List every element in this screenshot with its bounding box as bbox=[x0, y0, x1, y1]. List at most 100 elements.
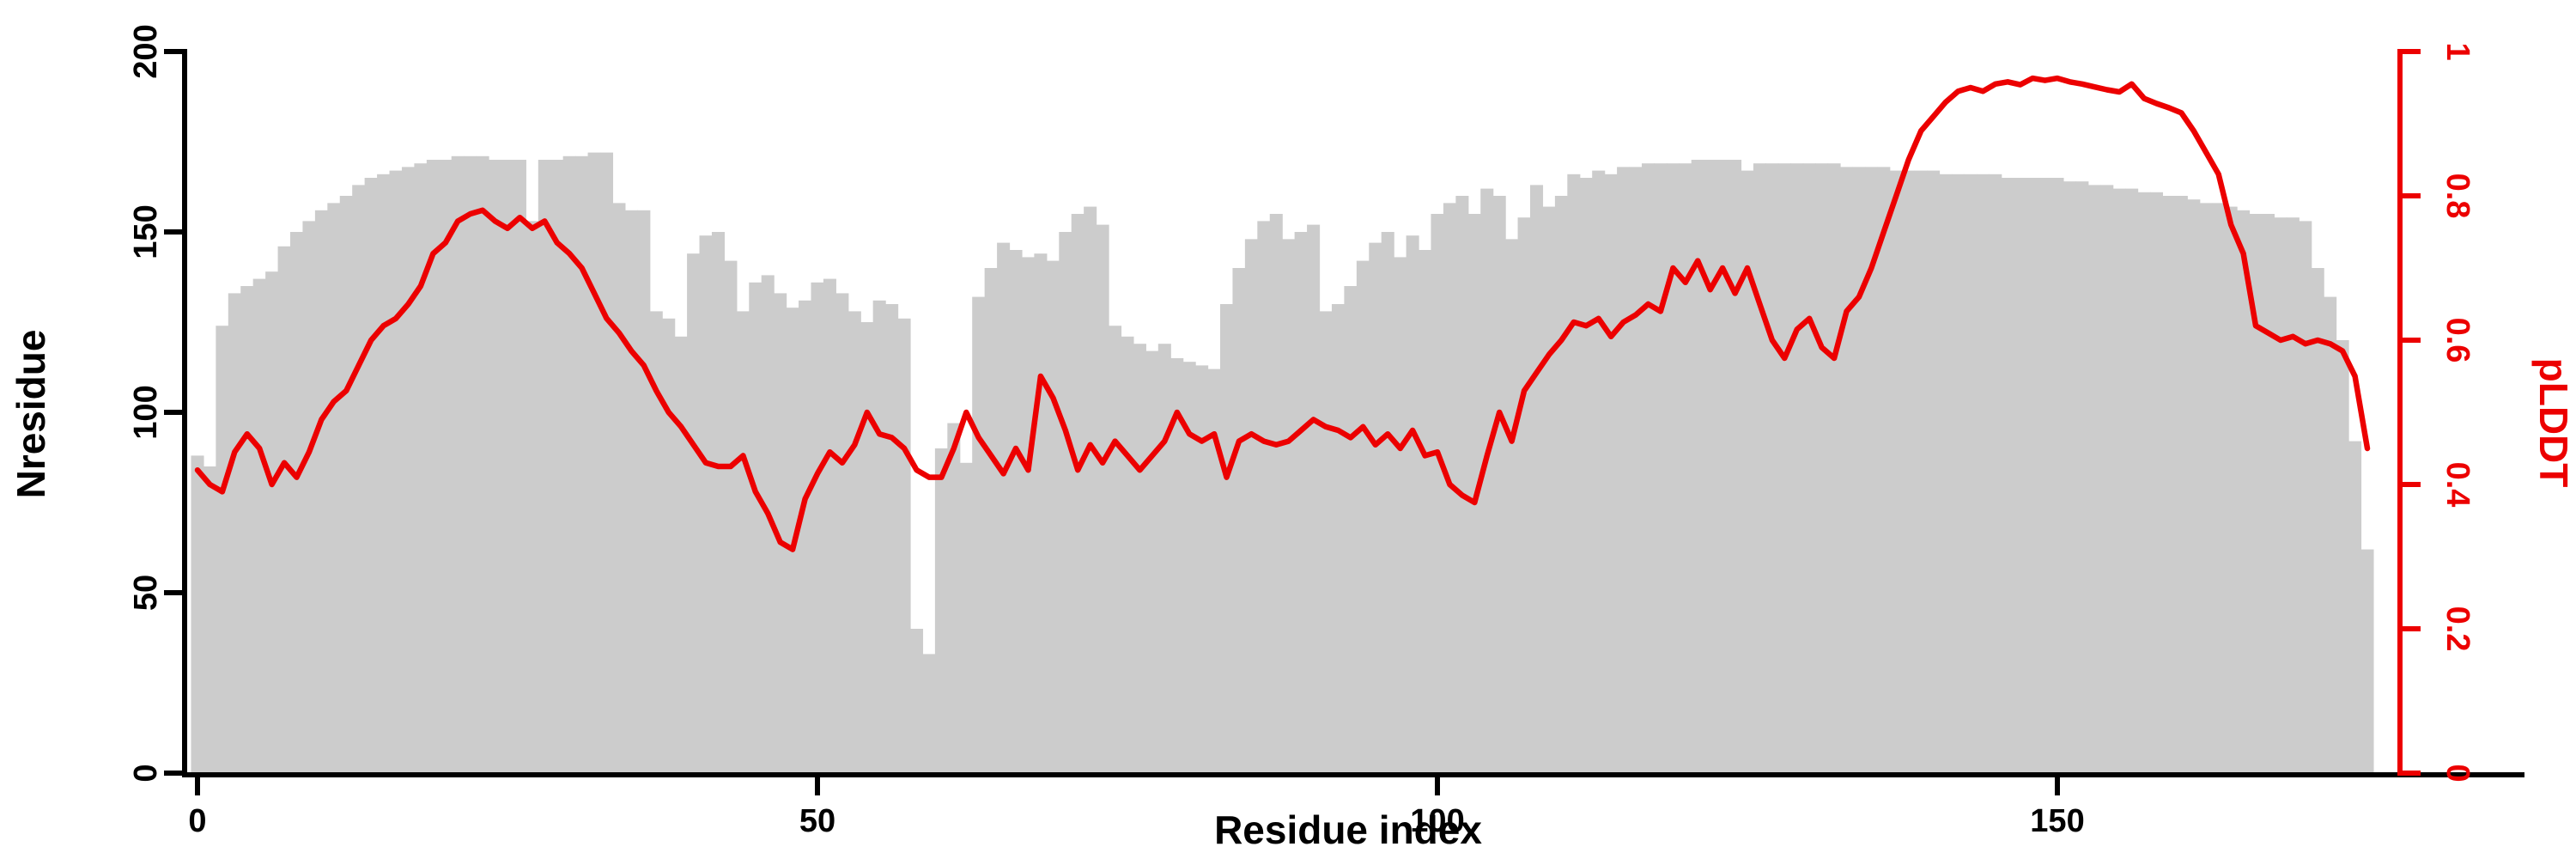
nresidue-bar bbox=[761, 275, 775, 773]
axes bbox=[164, 49, 2524, 795]
nresidue-bar bbox=[2324, 296, 2337, 774]
nresidue-bar bbox=[1195, 365, 1209, 773]
nresidue-bar bbox=[1145, 350, 1159, 773]
nresidue-bar bbox=[439, 160, 453, 773]
left-axis-title: Nresidue bbox=[9, 330, 53, 499]
nresidue-bar bbox=[1356, 260, 1370, 774]
nresidue-bar bbox=[2224, 206, 2238, 774]
nresidue-bar bbox=[2212, 203, 2226, 773]
nresidue-bar bbox=[2311, 268, 2324, 773]
nresidue-bar bbox=[2050, 178, 2064, 773]
nresidue-bar bbox=[2125, 188, 2139, 774]
nresidue-bar bbox=[2100, 185, 2114, 773]
nresidue-bar bbox=[1914, 170, 1928, 774]
nresidue-bar bbox=[252, 278, 266, 774]
nresidue-bar bbox=[1629, 167, 1643, 773]
nresidue-bar bbox=[1604, 174, 1618, 774]
x-tick-label: 50 bbox=[799, 803, 835, 839]
right-tick-label: 0.4 bbox=[2439, 462, 2476, 508]
nresidue-bar bbox=[513, 160, 526, 773]
nresidue-bar bbox=[302, 221, 316, 773]
nresidue-bar bbox=[1964, 174, 1978, 774]
nresidue-bar bbox=[1419, 250, 1432, 773]
nresidue-bar bbox=[1939, 174, 1953, 774]
nresidue-bar bbox=[860, 322, 874, 773]
nresidue-bar bbox=[191, 455, 204, 773]
right-axis-title: pLDDT bbox=[2531, 358, 2576, 488]
nresidue-bar bbox=[711, 232, 725, 773]
nresidue-bar bbox=[1046, 260, 1060, 774]
nresidue-bar bbox=[1084, 206, 1097, 774]
nresidue-bar bbox=[1827, 163, 1841, 773]
nresidue-bar bbox=[1294, 232, 1308, 773]
nresidue-bar bbox=[736, 311, 750, 773]
nresidue-bar bbox=[1989, 174, 2002, 774]
nresidue-bar bbox=[749, 282, 762, 773]
nresidue-bar bbox=[216, 326, 229, 773]
nresidue-bar bbox=[1282, 239, 1296, 773]
nresidue-bar bbox=[1790, 163, 1804, 773]
nresidue-bar bbox=[1381, 232, 1394, 773]
x-tick-label: 100 bbox=[1410, 803, 1464, 839]
nresidue-bar bbox=[724, 260, 738, 774]
nresidue-bar bbox=[1741, 170, 1754, 774]
nresidue-bar bbox=[2299, 221, 2312, 773]
nresidue-bar bbox=[972, 296, 986, 774]
nresidue-bar bbox=[1307, 224, 1321, 774]
nresidue-bar bbox=[1480, 188, 1494, 774]
nresidue-bar bbox=[823, 278, 836, 774]
nresidue-bar bbox=[464, 155, 477, 774]
nresidue-bar bbox=[1716, 160, 1729, 773]
nresidue-bar bbox=[1109, 326, 1122, 773]
nresidue-bar bbox=[1777, 163, 1791, 773]
nresidue-bar bbox=[1679, 163, 1692, 773]
nresidue-bar bbox=[401, 167, 415, 773]
nresidue-bar bbox=[1182, 362, 1196, 773]
nresidue-bar bbox=[476, 155, 489, 774]
nresidue-bar bbox=[1492, 196, 1506, 773]
nresidue-bar bbox=[774, 293, 787, 773]
nresidue-bar bbox=[1554, 196, 1568, 773]
nresidue-bar bbox=[1889, 170, 1903, 774]
nresidue-bar bbox=[377, 174, 391, 774]
nresidue-bar bbox=[352, 185, 366, 773]
nresidue-bar bbox=[624, 210, 638, 774]
nresidue-bar bbox=[848, 311, 861, 773]
nresidue-bar bbox=[1009, 250, 1023, 773]
nresidue-bar bbox=[1902, 170, 1916, 774]
nresidue-bar bbox=[1257, 221, 1271, 773]
nresidue-bar bbox=[2348, 441, 2362, 773]
nresidue-bar bbox=[1704, 160, 1717, 773]
nresidue-bar bbox=[1406, 235, 1419, 773]
nresidue-bar bbox=[934, 448, 948, 773]
nresidue-bar bbox=[662, 318, 676, 773]
nresidue-bar bbox=[1852, 167, 1866, 773]
nresidue-bar bbox=[414, 163, 428, 773]
nresidue-bar bbox=[1331, 304, 1345, 773]
right-tick-label: 1 bbox=[2439, 42, 2476, 60]
nresidue-bar bbox=[1927, 170, 1941, 774]
nresidue-bar bbox=[1567, 174, 1581, 774]
nresidue-bar bbox=[364, 178, 378, 773]
nresidue-bar bbox=[1641, 163, 1655, 773]
nresidue-bar bbox=[2075, 181, 2089, 773]
nresidue-bar bbox=[600, 152, 614, 774]
nresidue-bar bbox=[2274, 217, 2287, 773]
nresidue-bar bbox=[240, 286, 254, 773]
nresidue-bar bbox=[2286, 217, 2300, 773]
nresidue-bar bbox=[1815, 163, 1829, 773]
x-axis-title: Residue index bbox=[1214, 807, 1482, 852]
nresidue-bar bbox=[562, 155, 576, 774]
nresidue-bar bbox=[835, 293, 849, 773]
nresidue-bar bbox=[1864, 167, 1878, 773]
nresidue-bar bbox=[1220, 304, 1234, 773]
x-axis-tick-labels: 0 50 100 150 bbox=[188, 803, 2084, 839]
nresidue-bar bbox=[1059, 232, 1072, 773]
nresidue-bar bbox=[1592, 170, 1606, 774]
nresidue-bar bbox=[2001, 178, 2014, 773]
nresidue-bar bbox=[550, 160, 564, 773]
nresidue-bar bbox=[612, 203, 626, 773]
nresidue-bar bbox=[2174, 196, 2188, 773]
nresidue-bar bbox=[1232, 268, 1246, 773]
